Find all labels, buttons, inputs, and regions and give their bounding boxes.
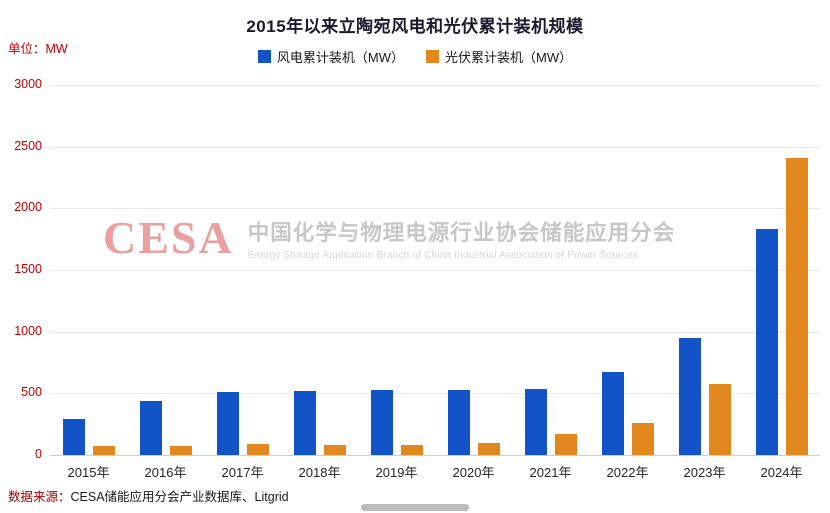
gridline-3000 (50, 85, 820, 86)
x-tick-label-2020年: 2020年 (452, 465, 495, 480)
gridline-2500 (50, 146, 820, 148)
bar-wind-2021年 (524, 389, 547, 455)
unit-label: 单位：MW (8, 42, 68, 56)
solar-legend-swatch-icon (426, 50, 439, 63)
legend-item-wind: 风电累计装机（MW） (257, 47, 404, 66)
gridline-1000 (50, 331, 820, 333)
bar-solar-2017年 (246, 443, 269, 455)
bar-solar-2022年 (631, 422, 654, 455)
y-tick-label-1500: 1500 (14, 262, 42, 276)
bar-solar-2015年 (92, 446, 115, 455)
y-tick-label-2000: 2000 (14, 200, 42, 215)
bar-wind-2015年 (62, 418, 85, 455)
x-tick-label-2015年: 2015年 (67, 465, 110, 480)
y-tick-label-3000: 3000 (14, 77, 42, 91)
x-tick-label-2016年: 2016年 (144, 465, 187, 480)
bar-solar-2018年 (323, 444, 346, 455)
gridline-1500 (50, 270, 820, 271)
bar-solar-2020年 (477, 442, 500, 455)
gridline-2000 (50, 208, 820, 210)
x-tick-label-2022年: 2022年 (606, 465, 649, 480)
x-tick-label-2023年: 2023年 (683, 465, 726, 480)
solar-legend-label: 光伏累计装机（MW） (445, 50, 573, 65)
y-tick-label-2500: 2500 (14, 138, 42, 153)
legend: 风电累计装机（MW） 光伏累计装机（MW） (0, 47, 830, 66)
wind-legend-label: 风电累计装机（MW） (276, 50, 404, 65)
x-tick-label-2018年: 2018年 (298, 465, 341, 480)
scrollbar-thumb[interactable] (361, 504, 469, 511)
bar-solar-2016年 (169, 445, 192, 455)
x-tick-label-2019年: 2019年 (375, 465, 418, 480)
bar-solar-2021年 (554, 434, 577, 455)
bar-solar-2019年 (400, 444, 423, 455)
x-tick-label-2021年: 2021年 (529, 465, 572, 480)
x-tick-label-2024年: 2024年 (760, 465, 803, 480)
data-source: 数据来源：CESA储能应用分会产业数据库、Litgrid (8, 486, 289, 505)
bar-solar-2024年 (785, 157, 808, 455)
data-source-text: CESA储能应用分会产业数据库、Litgrid (70, 490, 289, 504)
bar-wind-2017年 (216, 392, 239, 455)
bar-wind-2020年 (447, 389, 470, 455)
bar-wind-2016年 (139, 400, 162, 455)
legend-item-solar: 光伏累计装机（MW） (426, 47, 572, 66)
data-source-label: 数据来源： (8, 490, 71, 504)
chart-title: 2015年以来立陶宛风电和光伏累计装机规模 (246, 17, 584, 36)
y-tick-label-0: 0 (35, 447, 42, 461)
y-tick-label-500: 500 (21, 385, 42, 400)
bar-wind-2022年 (601, 372, 624, 455)
y-tick-label-1000: 1000 (14, 323, 42, 338)
bar-solar-2023年 (708, 384, 731, 455)
gridline-500 (50, 393, 820, 395)
bar-wind-2018年 (293, 390, 316, 455)
bar-wind-2019年 (370, 389, 393, 455)
wind-legend-swatch-icon (257, 50, 271, 63)
bar-wind-2024年 (755, 229, 778, 455)
plot-area (50, 85, 820, 456)
gridline-0 (50, 455, 820, 456)
x-tick-label-2017年: 2017年 (221, 465, 264, 480)
bar-wind-2023年 (678, 338, 701, 455)
